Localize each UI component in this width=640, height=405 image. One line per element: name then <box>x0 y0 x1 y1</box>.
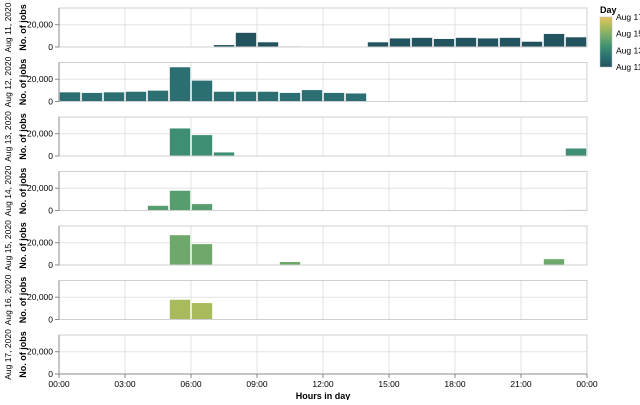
x-tick-label: 06:00 <box>180 379 202 389</box>
histogram-bar[interactable] <box>302 90 323 102</box>
x-tick-label: 03:00 <box>114 379 136 389</box>
histogram-bar[interactable] <box>82 93 103 102</box>
y-tick-label: 20,000 <box>27 129 53 139</box>
histogram-bar[interactable] <box>324 93 345 102</box>
y-tick-label: 20,000 <box>27 347 53 357</box>
legend-label: Aug 11 <box>616 62 640 72</box>
x-tick-label: 00:00 <box>576 379 598 389</box>
histogram-bar[interactable] <box>478 38 499 47</box>
y-axis-title: No. of jobs <box>18 222 28 269</box>
histogram-bar[interactable] <box>192 303 213 320</box>
y-axis-title: No. of jobs <box>18 4 28 51</box>
histogram-bar[interactable] <box>148 205 169 210</box>
histogram-bar[interactable] <box>148 90 169 101</box>
histogram-bar[interactable] <box>236 91 257 101</box>
histogram-bar[interactable] <box>236 33 257 47</box>
histogram-bar[interactable] <box>280 93 301 102</box>
legend-title: Day <box>600 5 617 15</box>
x-tick-label: 00:00 <box>48 379 70 389</box>
y-tick-label: 0 <box>48 151 53 161</box>
histogram-bar[interactable] <box>126 91 147 101</box>
facet-row-label: Aug 13, 2020 <box>3 111 13 162</box>
histogram-bar[interactable] <box>544 34 565 47</box>
y-axis-title: No. of jobs <box>18 113 28 160</box>
histogram-bar[interactable] <box>170 190 191 210</box>
x-axis-title: Hours in day <box>296 391 351 400</box>
legend-gradient-bar <box>600 17 612 67</box>
legend-label: Aug 13 <box>616 45 640 55</box>
histogram-bar[interactable] <box>170 67 191 102</box>
histogram-bar[interactable] <box>170 299 191 319</box>
histogram-bar[interactable] <box>280 262 301 265</box>
histogram-bar[interactable] <box>500 38 521 47</box>
y-tick-label: 0 <box>48 42 53 52</box>
histogram-bar[interactable] <box>566 148 587 156</box>
y-tick-label: 20,000 <box>27 292 53 302</box>
histogram-bar[interactable] <box>434 39 455 47</box>
histogram-bar[interactable] <box>170 128 191 156</box>
facet-row-label: Aug 16, 2020 <box>3 274 13 325</box>
facet-row-label: Aug 12, 2020 <box>3 56 13 107</box>
y-tick-label: 0 <box>48 369 53 379</box>
y-tick-label: 0 <box>48 315 53 325</box>
histogram-bar[interactable] <box>60 92 81 101</box>
y-tick-label: 20,000 <box>27 74 53 84</box>
facet-row-label: Aug 15, 2020 <box>3 220 13 271</box>
histogram-bar[interactable] <box>192 244 213 265</box>
y-axis-title: No. of jobs <box>18 168 28 215</box>
histogram-bar[interactable] <box>346 93 367 101</box>
histogram-bar[interactable] <box>456 38 477 47</box>
facet-row-label: Aug 17, 2020 <box>3 329 13 380</box>
histogram-bar[interactable] <box>192 204 213 211</box>
y-axis-title: No. of jobs <box>18 277 28 324</box>
y-tick-label: 0 <box>48 206 53 216</box>
histogram-bar[interactable] <box>258 91 279 101</box>
facet-row-label: Aug 11, 2020 <box>3 2 13 52</box>
histogram-bar[interactable] <box>192 135 213 156</box>
histogram-bar[interactable] <box>170 235 191 265</box>
histogram-bar[interactable] <box>566 37 587 47</box>
histogram-bar[interactable] <box>390 38 411 47</box>
histogram-bar[interactable] <box>104 92 125 101</box>
y-tick-label: 0 <box>48 260 53 270</box>
histogram-bar[interactable] <box>258 42 279 47</box>
y-axis-title: No. of jobs <box>18 59 28 106</box>
x-tick-label: 15:00 <box>378 379 400 389</box>
legend-label: Aug 17 <box>616 12 640 22</box>
x-tick-label: 18:00 <box>444 379 466 389</box>
histogram-bar[interactable] <box>544 259 565 265</box>
x-tick-label: 12:00 <box>312 379 334 389</box>
y-tick-label: 0 <box>48 97 53 107</box>
y-tick-label: 20,000 <box>27 238 53 248</box>
y-axis-title: No. of jobs <box>18 331 28 378</box>
histogram-bar[interactable] <box>192 80 213 101</box>
histogram-bar[interactable] <box>522 41 543 47</box>
histogram-bar[interactable] <box>368 42 389 47</box>
histogram-bar[interactable] <box>214 91 235 101</box>
x-tick-label: 09:00 <box>246 379 268 389</box>
y-tick-label: 20,000 <box>27 183 53 193</box>
histogram-bar[interactable] <box>214 152 235 156</box>
facet-row-label: Aug 14, 2020 <box>3 165 13 216</box>
histogram-bar[interactable] <box>412 38 433 47</box>
x-axis: 00:00 03:00 06:00 09:00 12:00 15:00 18:00 21:00… <box>48 374 598 400</box>
x-tick-label: 21:00 <box>510 379 532 389</box>
legend-label: Aug 15 <box>616 29 640 39</box>
y-tick-label: 20,000 <box>27 20 53 30</box>
